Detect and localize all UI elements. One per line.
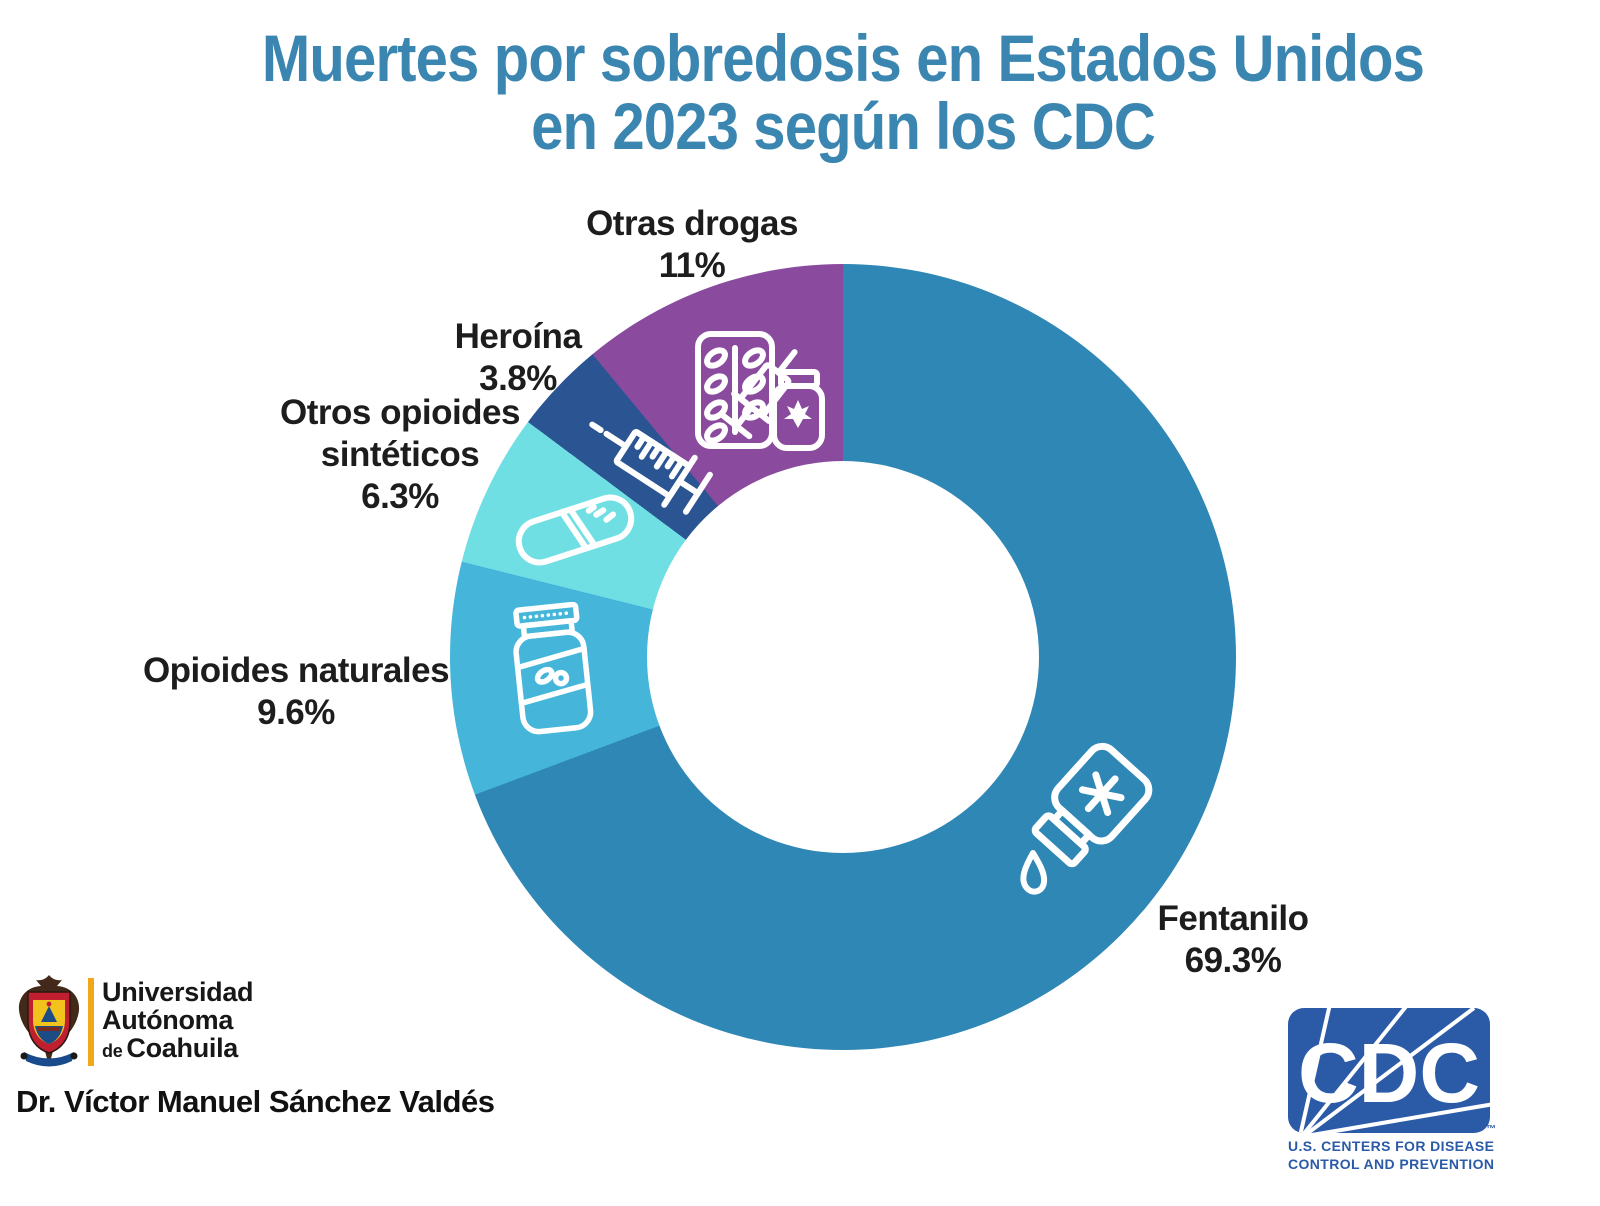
- cdc-rays: [1298, 1008, 1490, 1133]
- label-otros-opioides-sinteticos: Otros opioides sintéticos 6.3%: [266, 392, 534, 518]
- university-name-line3: de Coahuila: [102, 1034, 253, 1065]
- capsule-svg: [515, 494, 635, 566]
- cdc-acronym: CDC: [1298, 1026, 1480, 1120]
- cdc-trademark: ™: [1486, 1124, 1496, 1135]
- slice-name: Otros opioides sintéticos: [280, 393, 520, 474]
- label-heroina: Heroína 3.8%: [378, 316, 658, 400]
- leaf-glyph: [784, 400, 812, 428]
- label-opioides-naturales: Opioides naturales 9.6%: [116, 650, 476, 734]
- university-name-coahuila: Coahuila: [126, 1033, 239, 1063]
- university-crest-icon: [18, 975, 80, 1067]
- cdc-caption-line1: U.S. CENTERS FOR DISEASE: [1288, 1138, 1495, 1154]
- label-otras-drogas: Otras drogas 11%: [552, 203, 832, 287]
- university-name: Universidad Autónoma de Coahuila: [102, 977, 254, 1065]
- pill-bottle-svg: [513, 602, 594, 735]
- slice-name: Heroína: [454, 317, 582, 356]
- pill-bottle-icon: [506, 602, 598, 736]
- title-line-1: Muertes por sobredosis en Estados Unidos: [261, 21, 1425, 95]
- capsule-icon: [504, 482, 646, 578]
- slice-name: Opioides naturales: [142, 651, 450, 690]
- university-logo: Universidad Autónoma de Coahuila: [16, 970, 316, 1080]
- donut-hole: [647, 461, 1039, 853]
- title-line-2: en 2023 según los CDC: [531, 89, 1156, 163]
- blister-pack-syringe-vial-svg: [695, 331, 825, 451]
- syringe-svg: [589, 421, 713, 515]
- donut-chart: [450, 264, 1236, 1050]
- slice-pct: 6.3%: [361, 477, 439, 516]
- university-name-de: de: [102, 1041, 123, 1061]
- cdc-caption-line2: CONTROL AND PREVENTION: [1288, 1156, 1495, 1172]
- slice-pct: 69.3%: [1184, 941, 1282, 980]
- medicine-dropper-bottle-icon: [1000, 733, 1165, 905]
- page-title: Muertes por sobredosis en Estados Unidos…: [139, 24, 1547, 160]
- author-credit: Dr. Víctor Manuel Sánchez Valdés: [16, 1084, 495, 1119]
- slice-pct: 9.6%: [257, 693, 335, 732]
- label-fentanilo: Fentanilo 69.3%: [1093, 898, 1373, 982]
- cdc-logo: CDC ™ U.S. CENTERS FOR DISEASE CONTROL A…: [1288, 1008, 1498, 1172]
- slice-pct: 3.8%: [479, 359, 557, 398]
- university-name-line1: Universidad: [102, 977, 254, 1007]
- logo-divider-bar: [88, 978, 94, 1066]
- university-name-line2: Autónoma: [102, 1005, 234, 1035]
- medicine-dropper-bottle-svg: [1020, 742, 1153, 895]
- slice-name: Fentanilo: [1157, 899, 1309, 938]
- slice-name: Otras drogas: [586, 204, 798, 243]
- cdc-logo-icon: CDC: [1288, 1008, 1490, 1133]
- blister-pack-syringe-vial-icon: [693, 314, 825, 454]
- slice-pct: 11%: [658, 246, 726, 285]
- syringe-icon: [576, 404, 736, 528]
